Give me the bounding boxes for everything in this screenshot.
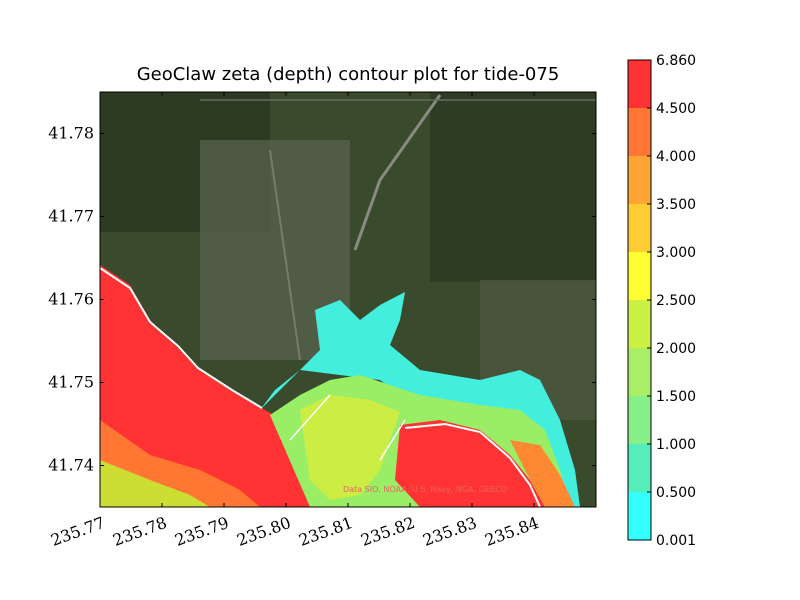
colorbar-label: 2.500 [656,293,696,309]
y-tick-label: 41.78 [48,124,94,143]
x-tick-label: 235.82 [358,513,417,550]
colorbar-band [628,252,651,300]
contour-ocean-east [395,420,545,507]
colorbar-label: 4.500 [656,101,696,117]
plot-area: Data SIO, NOAA, U.S. Navy, NGA, GEBCO [100,92,596,507]
forest-patch [430,92,596,282]
y-tick-label: 41.77 [48,207,94,226]
jetty [289,394,331,441]
y-axis: 41.74 41.75 41.76 41.77 41.78 [48,124,596,475]
colorbar-band [628,492,651,540]
jetty [379,419,406,461]
contour-bay-yellow [300,395,400,500]
x-tick-label: 235.77 [48,513,107,550]
y-tick-label: 41.76 [48,290,94,309]
x-tick-label: 235.83 [420,513,479,550]
highway-road [353,94,442,251]
colorbar-band [628,348,651,396]
colorbar: 0.001 0.500 1.000 1.500 2.000 2.500 3.000 3.500… [627,53,696,549]
colorbar-label: 4.000 [656,149,696,165]
y-tick-label: 41.75 [48,373,94,392]
colorbar-band [628,444,651,492]
colorbar-band [628,204,651,252]
colorbar-label: 1.500 [656,389,696,405]
x-tick-label: 235.78 [110,513,169,550]
x-tick-label: 235.79 [172,513,231,550]
colorbar-band [628,396,651,444]
colorbar-label: 0.500 [656,485,696,501]
shoreline [100,267,263,409]
chart-title: GeoClaw zeta (depth) contour plot for ti… [136,64,560,85]
colorbar-label: 6.860 [656,53,696,69]
colorbar-band [628,300,651,348]
x-tick-label: 235.84 [482,513,541,550]
x-tick-label: 235.81 [296,513,355,550]
colorbar-label: 0.001 [656,533,696,549]
colorbar-band [628,108,651,156]
y-tick-label: 41.74 [48,456,94,475]
colorbar-label: 3.500 [656,197,696,213]
colorbar-label: 2.000 [656,341,696,357]
contour-ocean-west-shallower [100,460,210,507]
contour-ocean-east-edge [510,440,575,507]
colorbar-label: 3.000 [656,245,696,261]
shoreline [404,422,541,507]
road [269,149,301,361]
map-attribution: Data SIO, NOAA, U.S. Navy, NGA, GEBCO [343,485,507,494]
colorbar-label: 1.000 [656,437,696,453]
x-tick-label: 235.80 [234,513,293,550]
colorbar-band [628,156,651,204]
colorbar-band [628,60,651,108]
